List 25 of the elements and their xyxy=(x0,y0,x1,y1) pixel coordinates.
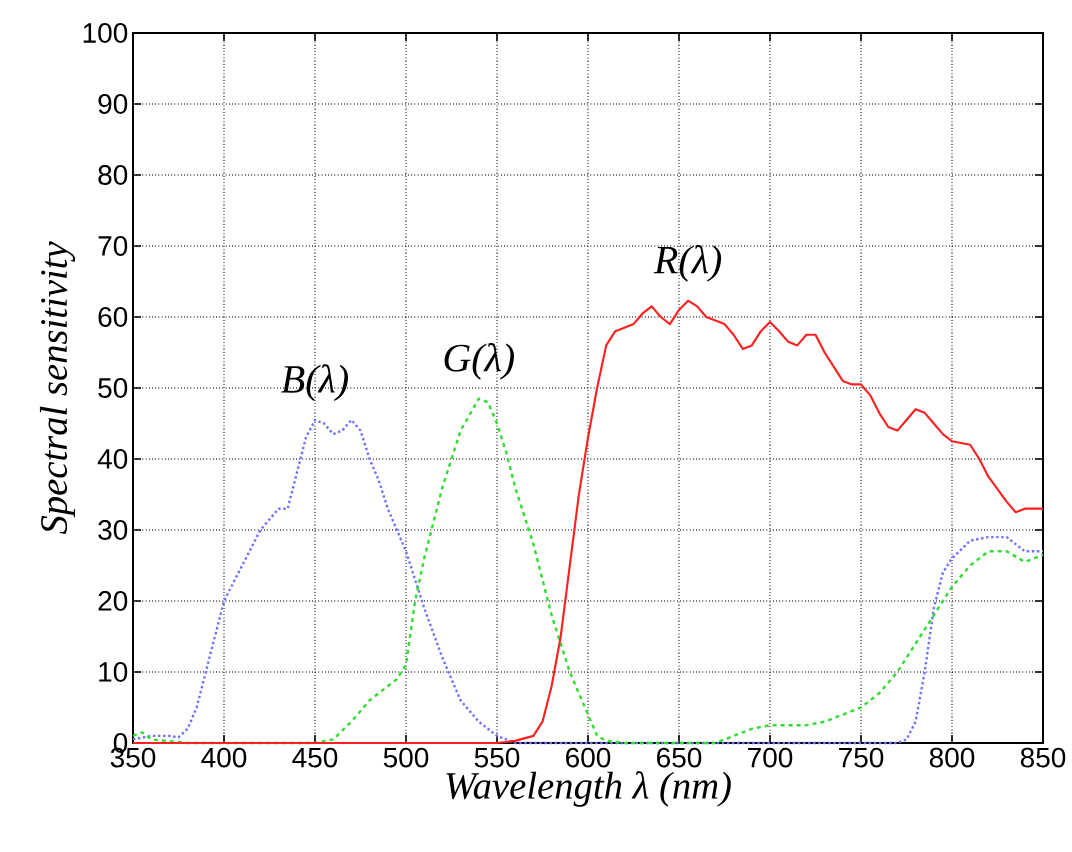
y-tick-label: 10 xyxy=(99,662,128,682)
y-tick-label: 60 xyxy=(98,307,128,327)
x-tick-label: 700 xyxy=(748,747,793,768)
x-tick-label: 850 xyxy=(1020,747,1066,768)
y-tick-label: 70 xyxy=(98,236,128,256)
y-tick-label: 50 xyxy=(98,378,128,398)
y-tick-label: 40 xyxy=(97,449,128,469)
y-tick-label: 90 xyxy=(98,94,128,114)
y-tick-label: 30 xyxy=(98,520,128,540)
series-label: B(λ) xyxy=(281,364,348,402)
x-tick-label: 600 xyxy=(566,747,611,768)
y-axis-title: Spectral sensitivity xyxy=(39,241,76,535)
x-axis-title: Wavelength λ (nm) xyxy=(446,771,731,807)
y-tick-label: 80 xyxy=(98,165,128,185)
x-tick-label: 400 xyxy=(201,747,247,768)
x-tick-label: 750 xyxy=(839,747,884,768)
series-label: G(λ) xyxy=(444,343,514,380)
y-tick-label: 20 xyxy=(98,591,128,611)
x-tick-label: 650 xyxy=(657,747,702,768)
series-label: R(λ) xyxy=(653,245,722,282)
x-tick-label: 550 xyxy=(474,747,520,768)
y-tick-label: 100 xyxy=(83,23,128,43)
x-tick-label: 500 xyxy=(383,747,429,768)
x-tick-label: 450 xyxy=(292,747,338,768)
x-tick-label: 800 xyxy=(929,747,975,768)
